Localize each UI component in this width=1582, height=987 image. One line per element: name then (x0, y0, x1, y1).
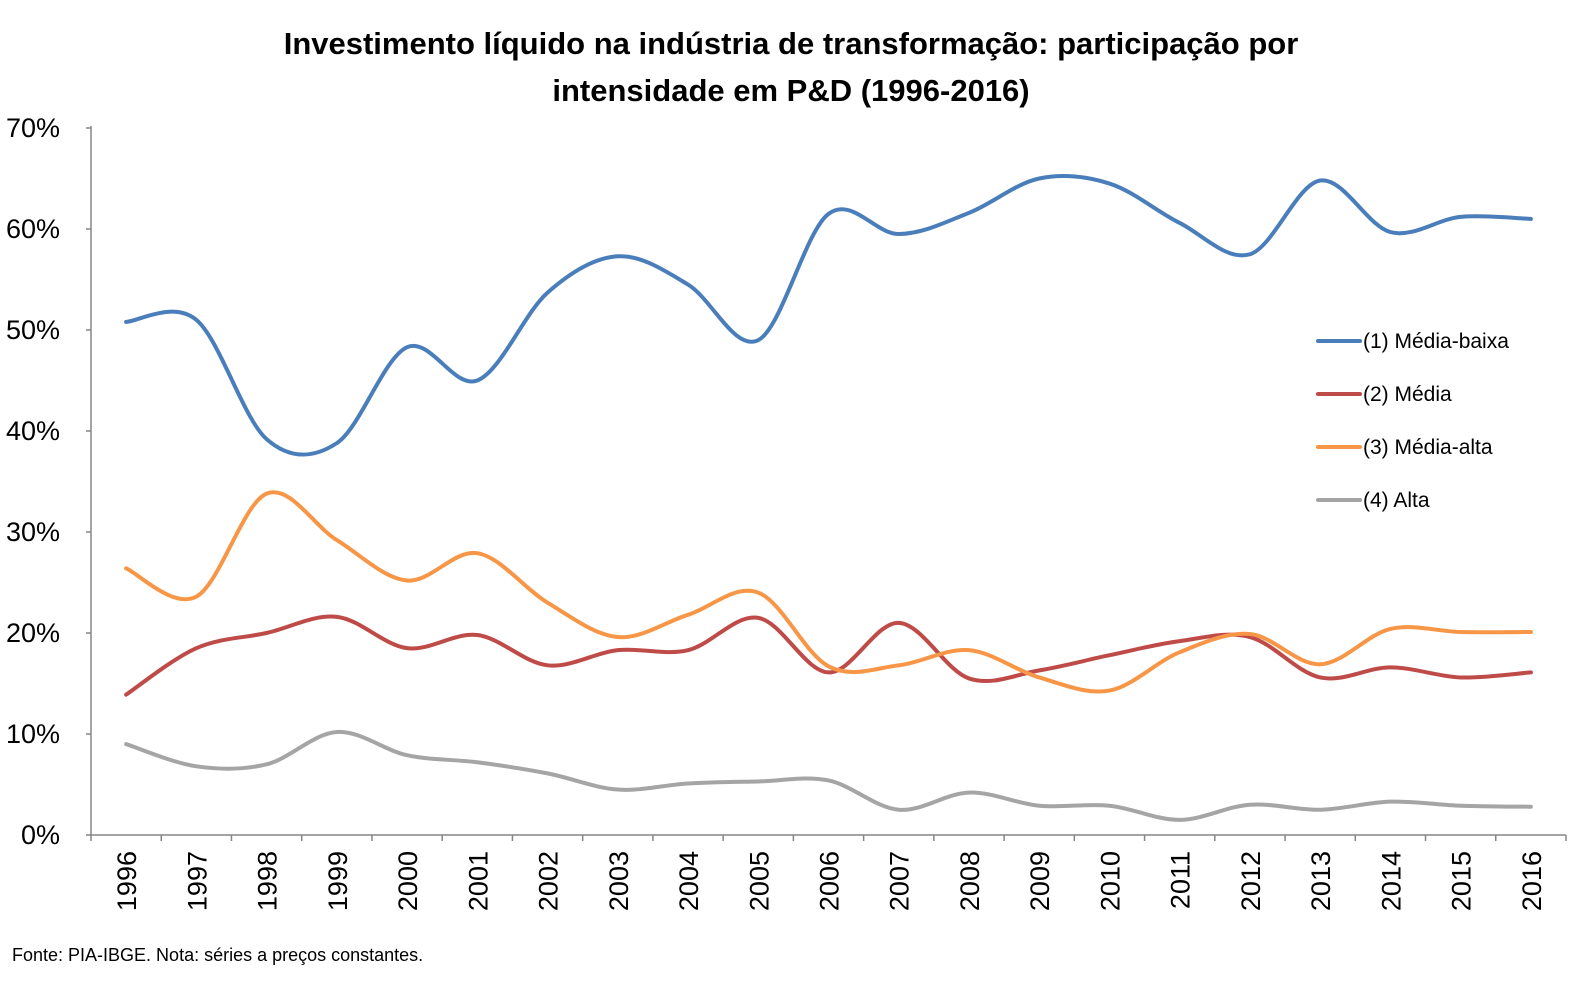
y-tick-label: 40% (6, 416, 60, 446)
legend-label-4: (4) Alta (1363, 489, 1430, 512)
x-tick-label: 1997 (182, 851, 212, 911)
y-tick-label: 60% (6, 214, 60, 244)
y-tick-label: 10% (6, 719, 60, 749)
legend-label-3: (3) Média-alta (1363, 436, 1493, 459)
x-axis-ticks: 1996 1997 1998 1999 2000 2001 2002 2003 2004 2005… (90, 835, 1567, 911)
y-axis-ticks: 0% 10% 20% 30% 40% 50% 60% 70% (6, 113, 91, 850)
x-tick-label: 2008 (955, 851, 985, 911)
x-tick-label: 2000 (393, 851, 423, 911)
x-tick-label: 2011 (1166, 851, 1196, 909)
x-tick-label: 2004 (674, 851, 704, 911)
x-tick-label: 2012 (1236, 851, 1266, 911)
chart-title-line-1: Investimento líquido na indústria de tra… (283, 26, 1299, 61)
x-tick-label: 1998 (253, 851, 283, 911)
x-tick-label: 2015 (1447, 851, 1477, 911)
y-tick-label: 30% (6, 517, 60, 547)
y-tick-label: 20% (6, 618, 60, 648)
x-tick-label: 2016 (1517, 851, 1547, 911)
chart-title-line-2: intensidade em P&D (1996-2016) (552, 73, 1030, 108)
x-tick-label: 2010 (1095, 851, 1125, 911)
x-tick-label: 2002 (534, 851, 564, 911)
x-tick-label: 2014 (1376, 851, 1406, 911)
legend: (1) Média-baixa (2) Média (3) Média-alta (4… (1316, 330, 1509, 512)
series-line-3 (124, 490, 1533, 694)
source-note: Fonte: PIA-IBGE. Nota: séries a preços c… (12, 945, 424, 965)
series-line-4 (124, 729, 1533, 822)
legend-label-2: (2) Média (1363, 383, 1452, 406)
x-tick-label: 2007 (885, 851, 915, 911)
x-tick-label: 2006 (815, 851, 845, 911)
series-lines (124, 173, 1533, 822)
x-tick-label: 2009 (1025, 851, 1055, 911)
y-tick-label: 50% (6, 315, 60, 345)
y-tick-label: 70% (6, 113, 60, 143)
axes (90, 126, 1566, 836)
x-tick-label: 2013 (1306, 851, 1336, 911)
x-tick-label: 2003 (604, 851, 634, 911)
x-tick-label: 1996 (112, 851, 142, 911)
x-tick-label: 2001 (463, 851, 493, 911)
x-tick-label: 1999 (323, 851, 353, 911)
legend-label-1: (1) Média-baixa (1363, 330, 1509, 353)
y-tick-label: 0% (21, 820, 60, 850)
series-line-2 (124, 614, 1533, 697)
x-tick-label: 2005 (744, 851, 774, 911)
chart-title: Investimento líquido na indústria de tra… (0, 20, 1582, 114)
series-line-1 (124, 173, 1533, 457)
